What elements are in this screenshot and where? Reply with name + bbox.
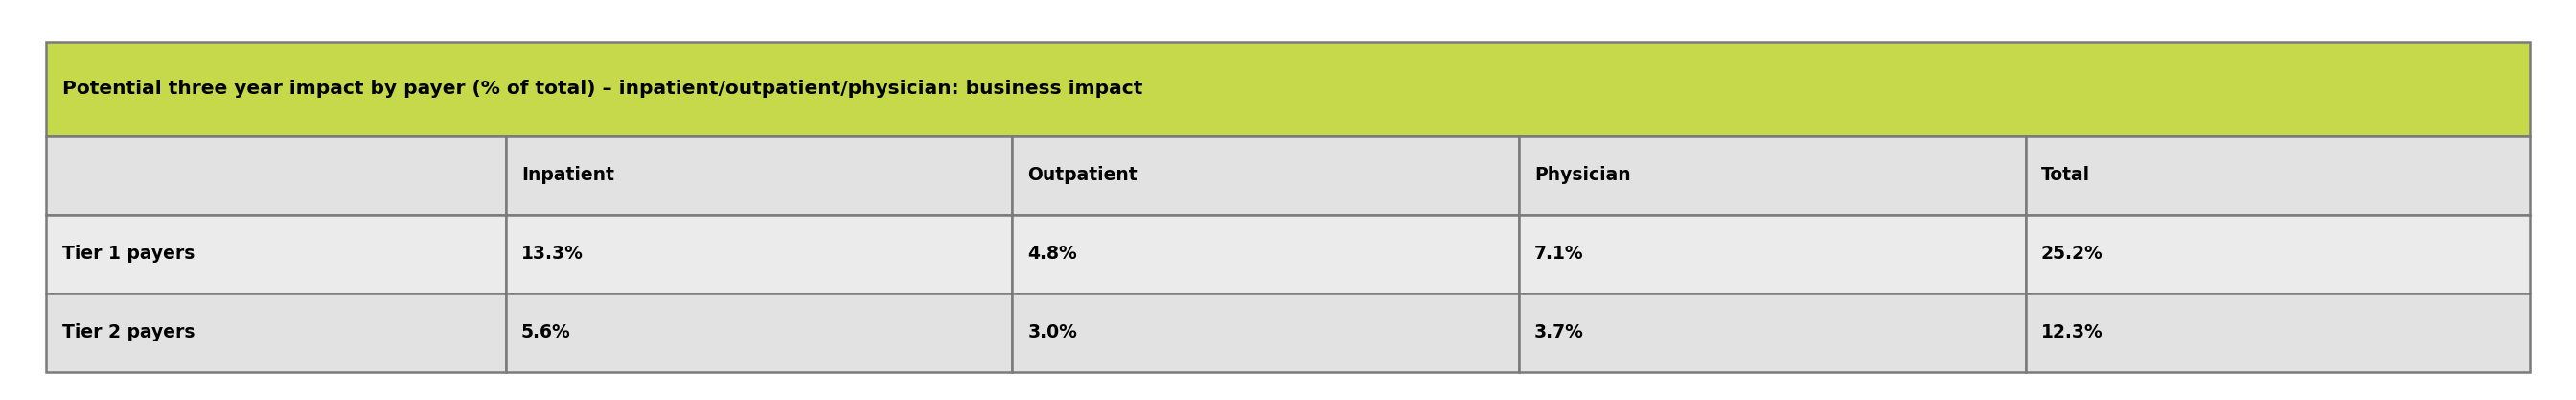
Bar	[1520, 136, 2025, 214]
Bar	[1012, 214, 1520, 293]
Bar	[505, 214, 1012, 293]
Text: 25.2%: 25.2%	[2040, 245, 2102, 263]
Bar	[505, 293, 1012, 372]
Bar	[2025, 293, 2530, 372]
Text: 5.6%: 5.6%	[520, 324, 572, 342]
Bar	[46, 293, 505, 372]
Bar	[1012, 293, 1520, 372]
Text: Potential three year impact by payer (% of total) – inpatient/outpatient/physici: Potential three year impact by payer (% …	[62, 80, 1141, 98]
Text: 3.0%: 3.0%	[1028, 324, 1077, 342]
Bar	[505, 136, 1012, 214]
Text: 7.1%: 7.1%	[1535, 245, 1584, 263]
Text: Tier 2 payers: Tier 2 payers	[62, 324, 196, 342]
Text: 12.3%: 12.3%	[2040, 324, 2102, 342]
Bar	[1520, 293, 2025, 372]
Bar	[2025, 136, 2530, 214]
Bar	[46, 214, 505, 293]
Bar	[46, 136, 505, 214]
Text: Outpatient: Outpatient	[1028, 166, 1139, 184]
Bar	[1520, 214, 2025, 293]
Text: 4.8%: 4.8%	[1028, 245, 1077, 263]
Bar	[1012, 136, 1520, 214]
Text: Total: Total	[2040, 166, 2089, 184]
Text: 13.3%: 13.3%	[520, 245, 582, 263]
Text: Inpatient: Inpatient	[520, 166, 613, 184]
Text: 3.7%: 3.7%	[1535, 324, 1584, 342]
Bar	[2025, 214, 2530, 293]
Bar	[46, 42, 2530, 136]
Text: Physician: Physician	[1535, 166, 1631, 184]
Text: Tier 1 payers: Tier 1 payers	[62, 245, 193, 263]
